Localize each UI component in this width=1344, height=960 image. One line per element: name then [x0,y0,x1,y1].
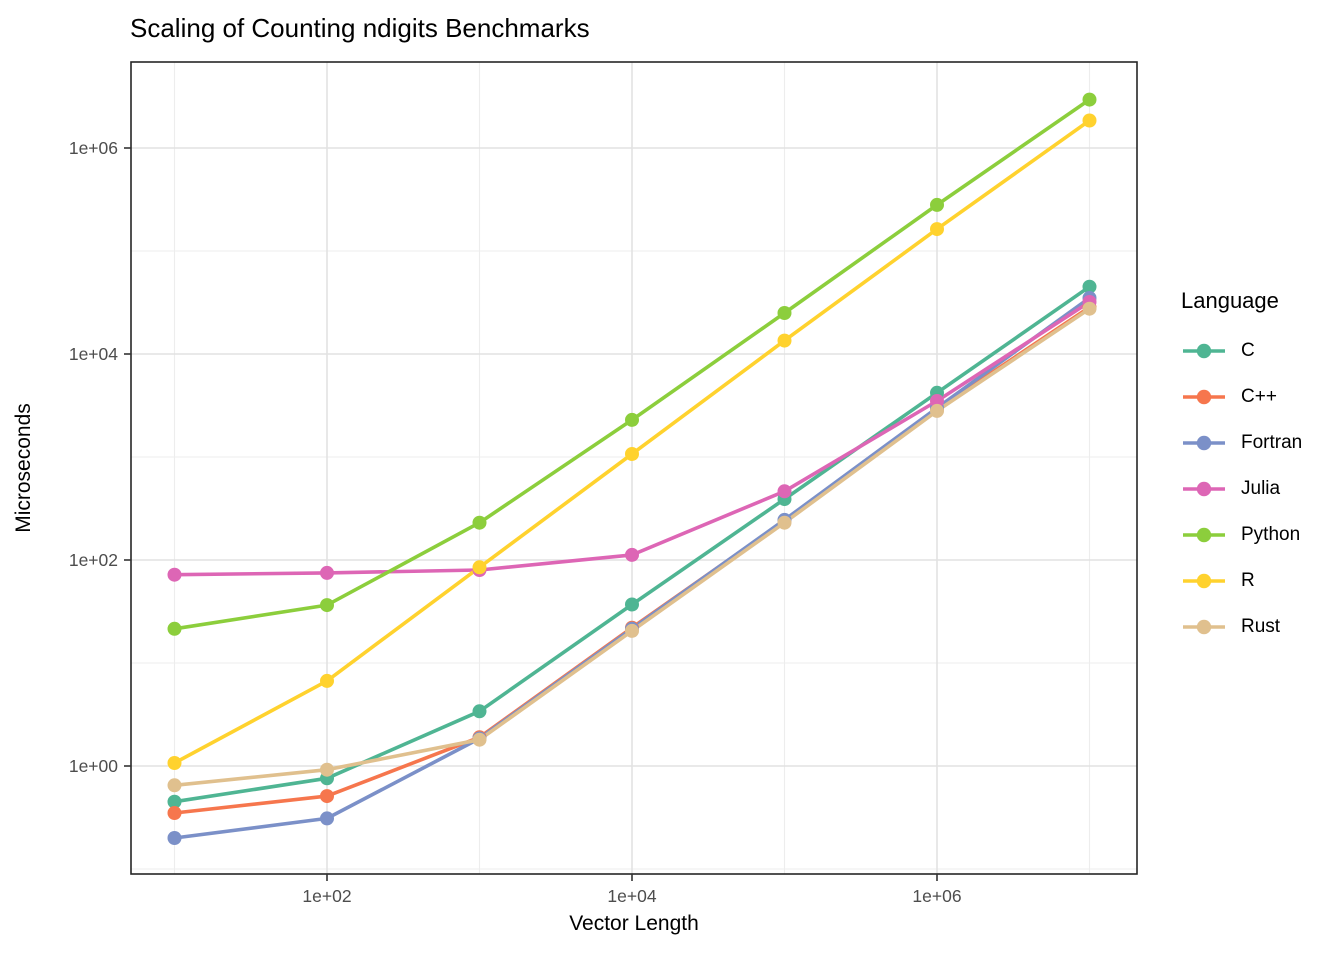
y-tick-label: 1e+02 [69,550,118,570]
data-point-julia [320,565,334,580]
data-point-cpp [320,789,334,804]
data-point-r [930,222,944,237]
data-point-c [1082,279,1097,294]
data-point-rust [930,403,944,418]
data-point-python [930,197,944,212]
legend: Language C C++ Fortran Julia Python R Rust [1181,288,1341,650]
data-point-python [320,598,334,613]
data-point-fortran [320,811,334,826]
data-point-r [1082,113,1097,128]
data-point-rust [320,762,334,777]
y-tick-label: 1e+00 [69,756,118,776]
x-axis-title: Vector Length [569,912,699,935]
legend-label: R [1241,570,1255,591]
legend-entry-cpp: C++ [1181,374,1341,420]
legend-label: Fortran [1241,432,1303,453]
data-point-rust [777,515,792,530]
y-tick-label: 1e+06 [69,138,118,158]
data-point-julia [777,484,792,499]
x-tick-label: 1e+02 [302,886,351,906]
legend-entry-julia: Julia [1181,466,1341,512]
data-point-r [472,560,487,575]
legend-label: C [1241,340,1255,361]
data-point-julia [167,567,182,582]
legend-entry-rust: Rust [1181,604,1341,650]
panel-border [130,61,1138,875]
data-point-r [777,333,792,348]
legend-key-icon [1183,435,1225,451]
data-point-r [167,756,182,770]
data-point-cpp [167,806,182,820]
data-point-c [167,794,182,809]
legend-entry-c: C [1181,328,1341,374]
data-point-c [472,704,487,719]
legend-key-icon [1183,527,1225,543]
data-point-rust [625,623,639,638]
x-tick-label: 1e+04 [607,886,656,906]
legend-entry-r: R [1181,558,1341,604]
data-point-python [777,306,792,320]
data-point-julia [930,394,944,408]
legend-title: Language [1181,288,1279,313]
data-point-r [625,447,639,461]
legend-label: Python [1241,524,1301,545]
legend-key-icon [1183,481,1225,497]
data-point-julia [625,547,639,562]
data-point-python [1082,92,1097,107]
x-tick-label: 1e+06 [912,886,961,906]
data-point-c [625,597,639,612]
legend-label: Rust [1241,616,1281,637]
data-point-python [472,515,487,530]
y-axis-title: Microseconds [12,403,35,533]
data-point-rust [1082,301,1097,316]
legend-key-icon [1183,619,1225,635]
legend-entry-python: Python [1181,512,1341,558]
data-point-r [320,673,334,688]
legend-label: Julia [1241,478,1281,499]
legend-entry-fortran: Fortran [1181,420,1341,466]
legend-key-icon [1183,343,1225,359]
y-tick-label: 1e+04 [69,344,118,364]
data-point-fortran [167,831,182,845]
data-point-python [625,412,639,427]
legend-key-icon [1183,573,1225,589]
chart-title: Scaling of Counting ndigits Benchmarks [130,13,590,43]
data-point-python [167,621,182,636]
legend-label: C++ [1241,386,1277,407]
legend-items: C C++ Fortran Julia Python R Rust [1181,328,1341,650]
data-point-rust [167,778,182,793]
legend-key-icon [1183,389,1225,405]
data-point-rust [472,732,487,747]
